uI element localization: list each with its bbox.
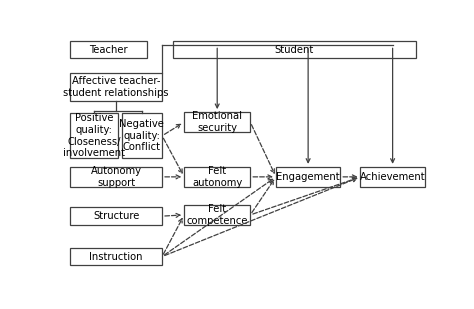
FancyBboxPatch shape xyxy=(70,207,162,225)
Text: Felt
competence: Felt competence xyxy=(186,204,248,226)
Text: Teacher: Teacher xyxy=(90,44,128,55)
Text: Engagement: Engagement xyxy=(276,172,340,182)
FancyBboxPatch shape xyxy=(184,205,250,225)
FancyBboxPatch shape xyxy=(70,113,118,159)
FancyBboxPatch shape xyxy=(70,73,162,101)
Text: Affective teacher-
student relationships: Affective teacher- student relationships xyxy=(64,76,169,98)
FancyBboxPatch shape xyxy=(184,112,250,132)
FancyBboxPatch shape xyxy=(276,167,340,187)
Text: Autonomy
support: Autonomy support xyxy=(91,166,142,188)
FancyBboxPatch shape xyxy=(70,41,147,58)
Text: Instruction: Instruction xyxy=(90,252,143,262)
FancyBboxPatch shape xyxy=(360,167,425,187)
Text: Structure: Structure xyxy=(93,211,139,221)
Text: Negative
quality:
Conflict: Negative quality: Conflict xyxy=(119,119,164,152)
FancyBboxPatch shape xyxy=(70,248,162,265)
FancyBboxPatch shape xyxy=(184,167,250,187)
FancyBboxPatch shape xyxy=(70,167,162,187)
Text: Emotional
security: Emotional security xyxy=(192,111,242,133)
Text: Student: Student xyxy=(275,44,314,55)
FancyBboxPatch shape xyxy=(122,113,162,159)
Text: Felt
autonomy: Felt autonomy xyxy=(192,166,242,188)
Text: Achievement: Achievement xyxy=(360,172,426,182)
Text: Positive
quality:
Closeness/
involvement: Positive quality: Closeness/ involvement xyxy=(63,113,125,158)
FancyBboxPatch shape xyxy=(173,41,416,58)
